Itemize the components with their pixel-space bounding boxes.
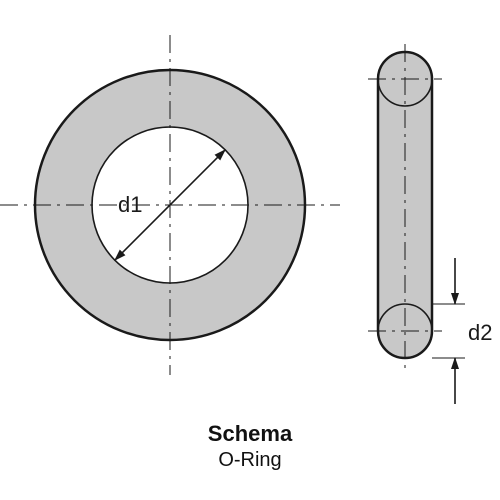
caption-subtitle: O-Ring xyxy=(0,449,500,472)
caption-title: Schema xyxy=(0,421,500,447)
d2-label: d2 xyxy=(468,320,492,345)
d1-label: d1 xyxy=(118,192,142,217)
caption: Schema O-Ring xyxy=(0,421,500,472)
oring-schematic: d1 d2 Schema O-Ring xyxy=(0,0,500,500)
